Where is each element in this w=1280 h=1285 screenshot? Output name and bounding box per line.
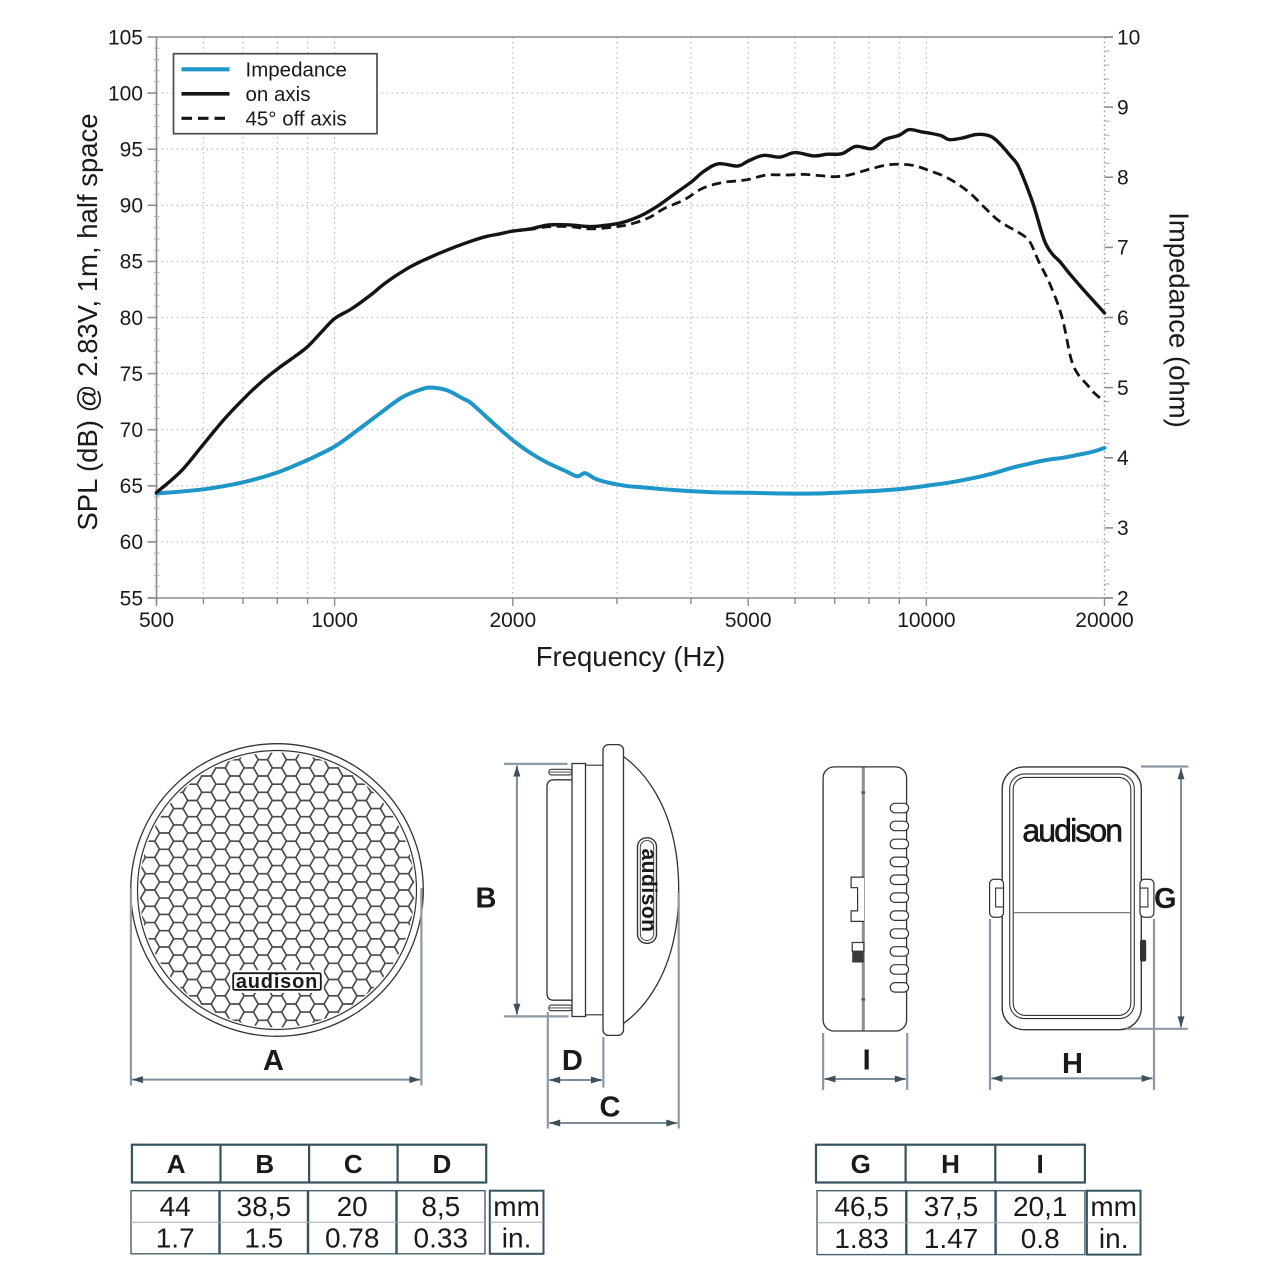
svg-text:70: 70 xyxy=(120,419,143,442)
svg-text:A: A xyxy=(167,1149,186,1179)
svg-text:H: H xyxy=(941,1149,960,1179)
svg-text:500: 500 xyxy=(139,609,174,632)
svg-text:1.7: 1.7 xyxy=(156,1223,195,1254)
svg-text:1.5: 1.5 xyxy=(244,1223,283,1254)
svg-text:6: 6 xyxy=(1117,307,1129,330)
svg-text:mm: mm xyxy=(1090,1191,1137,1222)
svg-text:44: 44 xyxy=(160,1191,191,1222)
svg-text:Impedance (ohm): Impedance (ohm) xyxy=(1164,212,1195,428)
svg-text:5: 5 xyxy=(1117,377,1129,400)
svg-text:SPL (dB) @ 2.83V, 1m, half spa: SPL (dB) @ 2.83V, 1m, half space xyxy=(72,113,103,530)
svg-text:0.78: 0.78 xyxy=(325,1223,380,1254)
svg-text:10000: 10000 xyxy=(897,609,955,632)
svg-text:20: 20 xyxy=(337,1191,368,1222)
svg-text:Impedance: Impedance xyxy=(246,58,347,81)
svg-text:G: G xyxy=(1154,883,1177,915)
svg-text:7: 7 xyxy=(1117,237,1129,260)
svg-text:C: C xyxy=(344,1149,363,1179)
svg-text:80: 80 xyxy=(120,307,143,330)
svg-text:10: 10 xyxy=(1117,26,1140,49)
svg-text:85: 85 xyxy=(120,251,143,274)
svg-text:B: B xyxy=(476,883,497,915)
svg-text:G: G xyxy=(851,1149,871,1179)
svg-text:20000: 20000 xyxy=(1075,609,1133,632)
svg-text:95: 95 xyxy=(120,139,143,162)
svg-text:1000: 1000 xyxy=(311,609,358,632)
svg-text:1.47: 1.47 xyxy=(924,1223,979,1254)
svg-text:in.: in. xyxy=(1099,1223,1129,1254)
svg-text:0.8: 0.8 xyxy=(1021,1223,1060,1254)
svg-text:I: I xyxy=(863,1045,871,1077)
svg-text:65: 65 xyxy=(120,475,143,498)
svg-text:5000: 5000 xyxy=(725,609,772,632)
svg-text:100: 100 xyxy=(108,82,143,105)
svg-text:1.83: 1.83 xyxy=(834,1223,889,1254)
svg-text:0.33: 0.33 xyxy=(414,1223,469,1254)
svg-text:8: 8 xyxy=(1117,167,1129,190)
svg-text:2000: 2000 xyxy=(489,609,536,632)
svg-text:A: A xyxy=(263,1045,284,1077)
svg-text:55: 55 xyxy=(120,587,143,610)
svg-text:38,5: 38,5 xyxy=(237,1191,292,1222)
svg-text:8,5: 8,5 xyxy=(421,1191,460,1222)
svg-text:D: D xyxy=(562,1045,583,1077)
svg-text:20,1: 20,1 xyxy=(1013,1191,1068,1222)
svg-text:3: 3 xyxy=(1117,517,1129,540)
svg-text:in.: in. xyxy=(502,1223,532,1254)
svg-text:audison: audison xyxy=(236,971,318,993)
svg-text:37,5: 37,5 xyxy=(924,1191,979,1222)
svg-text:I: I xyxy=(1036,1149,1043,1179)
svg-text:H: H xyxy=(1062,1048,1083,1080)
svg-text:C: C xyxy=(600,1092,621,1124)
svg-text:2: 2 xyxy=(1117,587,1129,610)
svg-text:B: B xyxy=(255,1149,274,1179)
svg-text:audison: audison xyxy=(637,848,660,932)
svg-text:9: 9 xyxy=(1117,96,1129,119)
svg-text:90: 90 xyxy=(120,195,143,218)
svg-text:105: 105 xyxy=(108,26,143,49)
svg-text:D: D xyxy=(433,1149,452,1179)
svg-text:75: 75 xyxy=(120,363,143,386)
svg-text:audison: audison xyxy=(1022,813,1121,849)
svg-text:4: 4 xyxy=(1117,447,1129,470)
svg-text:Frequency (Hz): Frequency (Hz) xyxy=(536,641,726,672)
svg-text:mm: mm xyxy=(493,1191,540,1222)
svg-text:60: 60 xyxy=(120,531,143,554)
svg-text:46,5: 46,5 xyxy=(834,1191,889,1222)
svg-text:45° off axis: 45° off axis xyxy=(246,107,347,130)
svg-text:on axis: on axis xyxy=(246,83,311,106)
